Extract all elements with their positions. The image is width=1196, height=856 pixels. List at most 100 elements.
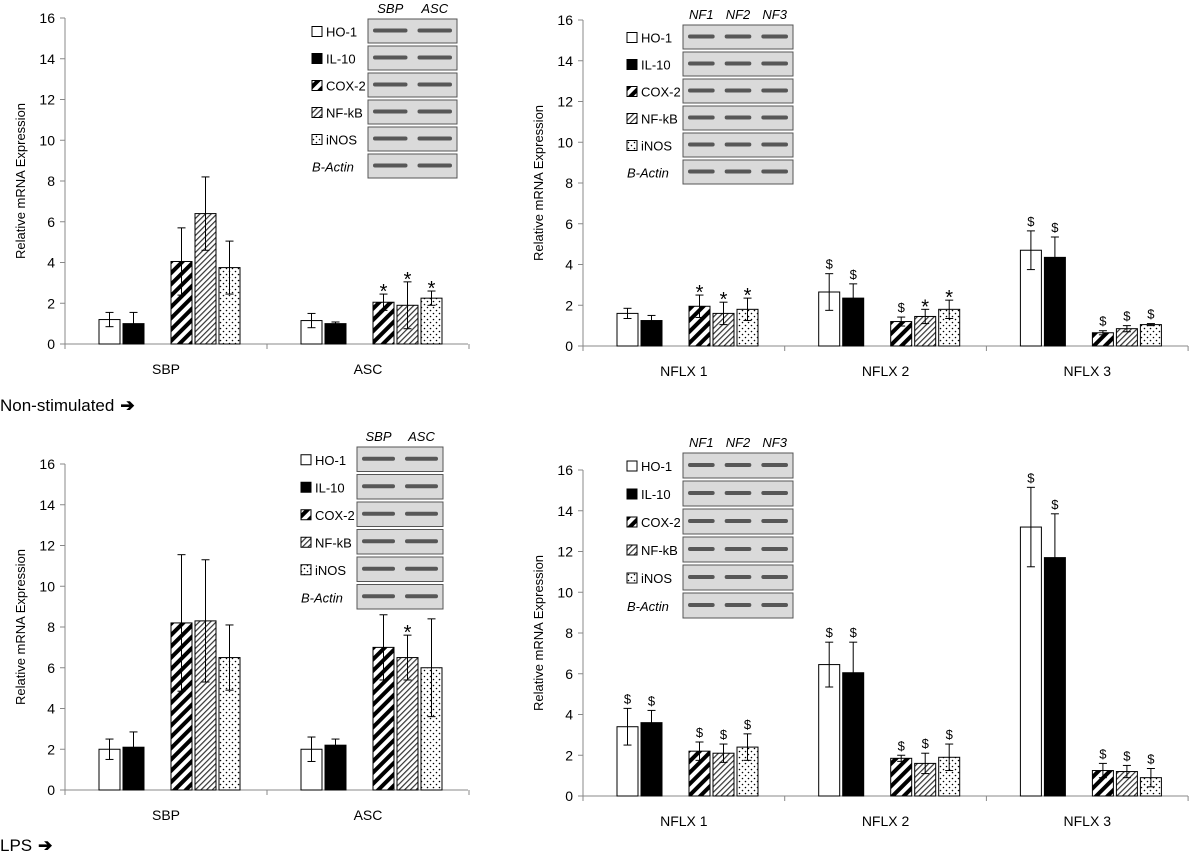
legend-swatch-ho-1: [311, 26, 323, 37]
legend-label-il-10: IL-10: [315, 480, 345, 495]
blot-control-label: B-Actin: [301, 590, 343, 605]
y-tick-label: 12: [557, 94, 573, 110]
blot-band: [724, 61, 752, 66]
blot-band: [761, 169, 788, 174]
x-category-label: NFLX 2: [862, 363, 910, 379]
blot-lane-label: NF2: [726, 435, 751, 450]
y-tick-label: 10: [557, 134, 573, 150]
significance-dollar: $: [850, 625, 858, 640]
legend-swatch-inos: [311, 134, 323, 145]
significance-dollar: $: [744, 717, 752, 732]
blot-band: [373, 163, 408, 168]
legend-label-nf-kb: NF-kB: [641, 543, 678, 558]
y-tick-label: 8: [565, 175, 573, 191]
legend-swatch-il-10: [626, 488, 638, 500]
y-tick-label: 0: [565, 338, 573, 354]
blot-band: [761, 603, 788, 607]
legend-swatch-inos: [626, 140, 638, 151]
bar-il-10: [324, 323, 347, 345]
arrow-right-icon: ➔: [38, 836, 53, 855]
blot-band: [405, 511, 438, 516]
blot-band: [417, 136, 452, 141]
blot-band: [724, 463, 752, 467]
bar-ho-1: [1019, 526, 1042, 797]
y-tick-label: 4: [565, 257, 573, 273]
x-category-label: ASC: [354, 361, 383, 377]
blot-band: [688, 575, 715, 579]
significance-dollar: $: [1147, 751, 1155, 766]
blot-band: [688, 463, 715, 467]
significance-dollar: $: [1123, 309, 1131, 324]
legend-swatch-il-10: [300, 481, 312, 493]
legend-label-il-10: IL-10: [326, 52, 356, 67]
y-axis-label: Relative mRNA Expression: [13, 103, 28, 259]
y-tick-label: 6: [47, 660, 55, 676]
legend-swatch-ho-1: [626, 32, 638, 43]
legend-label-cox-2: COX-2: [641, 85, 681, 100]
legend-swatch-ho-1: [300, 454, 312, 466]
blot-band: [761, 519, 788, 523]
significance-dollar: $: [898, 738, 906, 753]
blot-band: [724, 34, 752, 39]
y-tick-label: 12: [557, 544, 573, 560]
y-tick-label: 10: [39, 578, 55, 594]
blot-band: [417, 28, 452, 33]
chart-lps-nflx: 0 2 4 6 8 10 12 14 16 Relative mRNA Expression NFL…: [531, 435, 1189, 829]
significance-star: *: [428, 278, 436, 300]
y-tick-label: 4: [565, 707, 573, 723]
y-tick-label: 6: [565, 666, 573, 682]
blot-band: [724, 547, 752, 551]
bar-inos: [1139, 324, 1162, 347]
legend-swatch-inos: [300, 564, 312, 576]
blot-band: [373, 82, 408, 87]
x-category-label: NFLX 1: [660, 363, 708, 379]
legend-swatch-nf-kb: [626, 544, 638, 556]
significance-dollar: $: [1051, 497, 1059, 512]
blot-band: [761, 547, 788, 551]
blot-band: [688, 547, 715, 551]
legend-label-ho-1: HO-1: [326, 25, 357, 40]
significance-star: *: [744, 285, 752, 307]
blot-band: [688, 603, 715, 607]
blot-band: [724, 169, 752, 174]
blot-band: [362, 456, 395, 461]
y-tick-label: 4: [47, 701, 55, 717]
y-axis-label: Relative mRNA Expression: [531, 555, 546, 711]
legend-label-inos: iNOS: [326, 133, 357, 148]
significance-dollar: $: [826, 625, 834, 640]
legend-swatch-nf-kb: [311, 107, 323, 118]
legend-swatch-cox-2: [311, 80, 323, 91]
blot-band: [688, 88, 715, 93]
legend-label-cox-2: COX-2: [641, 515, 681, 530]
y-tick-label: 14: [557, 503, 573, 519]
y-tick-label: 8: [565, 625, 573, 641]
significance-star: *: [921, 296, 929, 318]
y-tick-label: 10: [39, 132, 55, 148]
blot-band: [724, 575, 752, 579]
arrow-right-icon: ➔: [120, 396, 135, 415]
bar-il-10: [324, 744, 347, 791]
x-category-label: SBP: [152, 807, 180, 823]
chart-lps-sbp-asc: 0 2 4 6 8 10 12 14 16 Relative mRNA Expression SBP…: [13, 429, 470, 823]
blot-band: [761, 491, 788, 495]
blot-band: [724, 519, 752, 523]
blot-lane-label: SBP: [377, 1, 403, 16]
y-tick-label: 14: [39, 51, 55, 67]
blot-band: [688, 491, 715, 495]
legend-label-nf-kb: NF-kB: [326, 106, 363, 121]
chart-non-stimulated-sbp-asc: 0 2 4 6 8 10 12 14 16 Relative mRNA Expression SBP…: [13, 1, 470, 377]
significance-dollar: $: [898, 300, 906, 315]
significance-star: *: [404, 622, 412, 644]
blot-band: [417, 55, 452, 60]
row-label-non-stimulated: Non-stimulated ➔: [0, 396, 135, 416]
blot-band: [688, 34, 715, 39]
significance-dollar: $: [1147, 307, 1155, 322]
y-tick-label: 0: [565, 788, 573, 804]
y-tick-label: 2: [565, 297, 573, 313]
blot-band: [761, 61, 788, 66]
significance-dollar: $: [1099, 746, 1107, 761]
significance-dollar: $: [1051, 220, 1059, 235]
significance-dollar: $: [1027, 470, 1035, 485]
legend-label-inos: iNOS: [315, 563, 346, 578]
y-tick-label: 0: [47, 782, 55, 798]
